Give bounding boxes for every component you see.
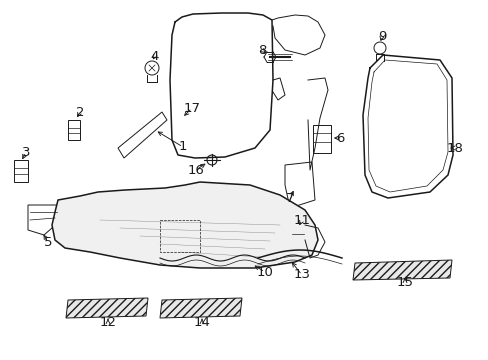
Text: 17: 17: [183, 102, 200, 114]
Polygon shape: [52, 182, 317, 268]
Text: 14: 14: [193, 315, 210, 328]
Text: 2: 2: [76, 105, 84, 118]
Text: 3: 3: [21, 145, 30, 158]
Text: 4: 4: [150, 49, 159, 63]
Polygon shape: [352, 260, 451, 280]
Text: 9: 9: [377, 30, 386, 42]
Text: 5: 5: [43, 235, 52, 248]
Text: 7: 7: [285, 192, 294, 204]
Text: 10: 10: [256, 266, 273, 279]
Text: 1: 1: [179, 140, 187, 153]
Text: 8: 8: [257, 44, 265, 57]
Polygon shape: [160, 298, 242, 318]
Text: 18: 18: [446, 141, 463, 154]
Text: 16: 16: [187, 163, 204, 176]
Text: 11: 11: [293, 213, 310, 226]
Text: 13: 13: [293, 269, 310, 282]
Text: 6: 6: [335, 131, 344, 144]
Text: 12: 12: [99, 315, 116, 328]
Polygon shape: [66, 298, 148, 318]
Text: 15: 15: [396, 275, 413, 288]
